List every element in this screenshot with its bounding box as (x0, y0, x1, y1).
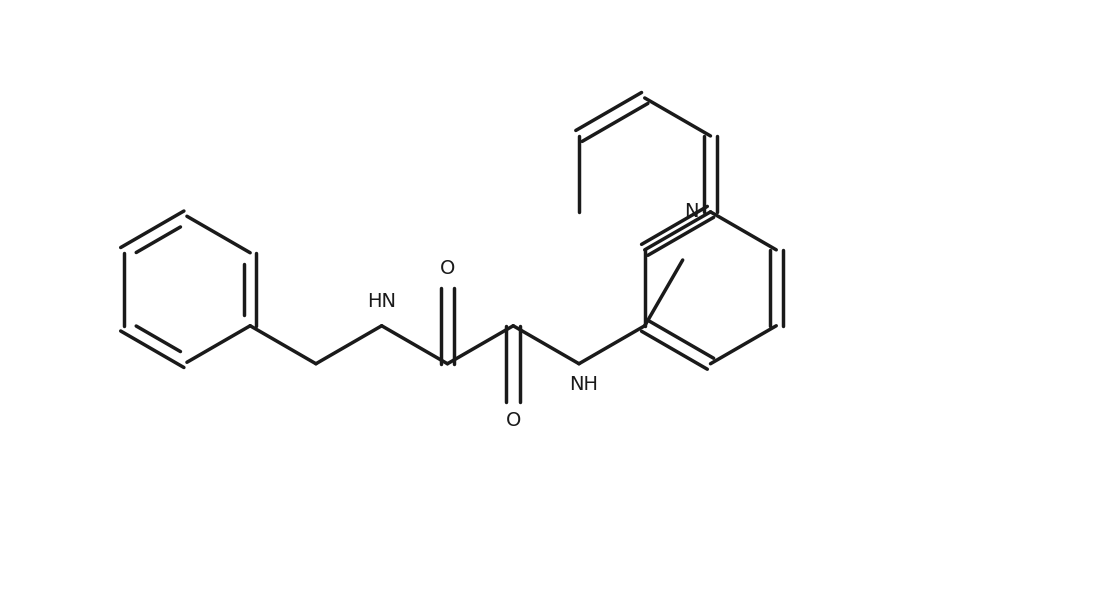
Text: O: O (506, 411, 521, 431)
Text: NH: NH (570, 376, 598, 395)
Text: O: O (439, 259, 455, 278)
Text: N: N (684, 202, 699, 221)
Text: HN: HN (368, 292, 396, 311)
